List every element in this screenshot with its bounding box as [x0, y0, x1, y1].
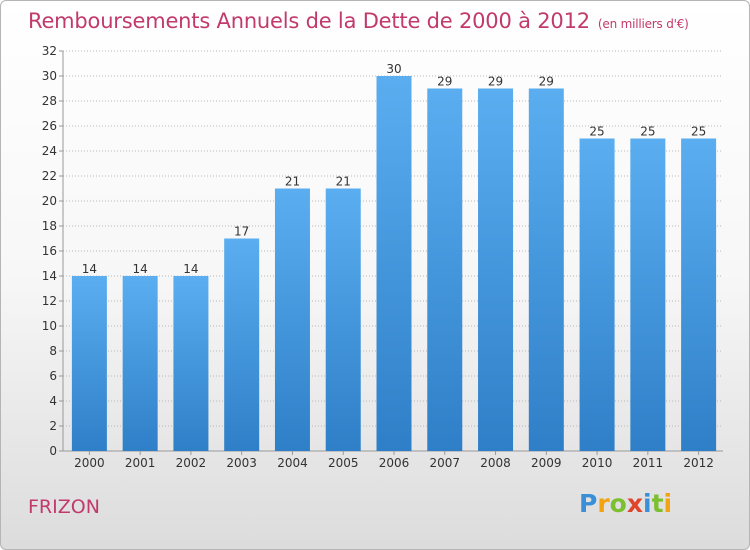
- x-tick-label-2007: 2007: [429, 456, 460, 470]
- y-tick-label: 10: [42, 319, 57, 333]
- y-tick-label: 12: [42, 294, 57, 308]
- proxiti-logo[interactable]: Proxiti: [579, 489, 672, 518]
- x-tick-label-2008: 2008: [480, 456, 511, 470]
- y-tick-label: 4: [49, 394, 57, 408]
- data-label-2012: 25: [691, 125, 706, 139]
- labels: 0246810121416182022242628303214200014200…: [42, 44, 714, 470]
- bar-2010: [579, 138, 615, 451]
- bar-2003: [224, 238, 260, 451]
- y-tick-label: 30: [42, 69, 57, 83]
- logo-letter: r: [597, 489, 610, 518]
- bar-2004: [274, 188, 310, 451]
- bar-2008: [478, 88, 514, 451]
- data-label-2003: 17: [234, 225, 249, 239]
- logo-letter: x: [626, 489, 643, 518]
- x-tick-label-2003: 2003: [226, 456, 257, 470]
- bar-2005: [325, 188, 361, 451]
- x-tick-label-2000: 2000: [74, 456, 105, 470]
- y-tick-label: 16: [42, 244, 57, 258]
- data-label-2005: 21: [336, 175, 351, 189]
- bar-2009: [528, 88, 564, 451]
- bar-2001: [122, 276, 158, 451]
- y-tick-label: 26: [42, 119, 57, 133]
- data-label-2004: 21: [285, 175, 300, 189]
- x-tick-label-2006: 2006: [379, 456, 410, 470]
- bar-2012: [681, 138, 717, 451]
- y-tick-label: 0: [49, 444, 57, 458]
- y-tick-label: 28: [42, 94, 57, 108]
- logo-letter: P: [579, 489, 598, 518]
- bar-2000: [71, 276, 107, 451]
- x-tick-label-2005: 2005: [328, 456, 359, 470]
- x-tick-label-2002: 2002: [176, 456, 207, 470]
- logo-letter: i: [643, 489, 652, 518]
- data-label-2008: 29: [488, 75, 503, 89]
- x-tick-label-2010: 2010: [582, 456, 613, 470]
- data-label-2006: 30: [386, 62, 401, 76]
- y-tick-label: 32: [42, 44, 57, 58]
- bar-2007: [427, 88, 463, 451]
- chart-title: Remboursements Annuels de la Dette de 20…: [28, 9, 689, 33]
- logo-letter: o: [609, 489, 627, 518]
- y-tick-label: 18: [42, 219, 57, 233]
- title-text: Remboursements Annuels de la Dette de 20…: [28, 9, 590, 33]
- x-tick-label-2011: 2011: [633, 456, 664, 470]
- y-tick-label: 14: [42, 269, 57, 283]
- data-label-2000: 14: [82, 262, 97, 276]
- unit-label: (en milliers d'€): [597, 17, 689, 31]
- x-tick-label-2009: 2009: [531, 456, 562, 470]
- logo-letter: i: [663, 489, 673, 518]
- y-tick-label: 20: [42, 194, 57, 208]
- data-label-2002: 14: [183, 262, 198, 276]
- y-tick-label: 24: [42, 144, 57, 158]
- commune-name: FRIZON: [28, 496, 100, 518]
- y-tick-label: 6: [49, 369, 57, 383]
- y-tick-label: 2: [49, 419, 57, 433]
- data-label-2010: 25: [589, 125, 604, 139]
- y-tick-label: 8: [49, 344, 57, 358]
- bars: [71, 76, 717, 451]
- y-tick-label: 22: [42, 169, 57, 183]
- x-tick-label-2004: 2004: [277, 456, 308, 470]
- data-label-2001: 14: [133, 262, 148, 276]
- data-label-2011: 25: [640, 125, 655, 139]
- bar-2011: [630, 138, 666, 451]
- data-label-2009: 29: [539, 75, 554, 89]
- logo-letter: t: [651, 489, 664, 518]
- bar-2002: [173, 276, 209, 451]
- data-label-2007: 29: [437, 75, 452, 89]
- x-tick-label-2012: 2012: [683, 456, 714, 470]
- x-tick-label-2001: 2001: [125, 456, 156, 470]
- bar-2006: [376, 76, 412, 451]
